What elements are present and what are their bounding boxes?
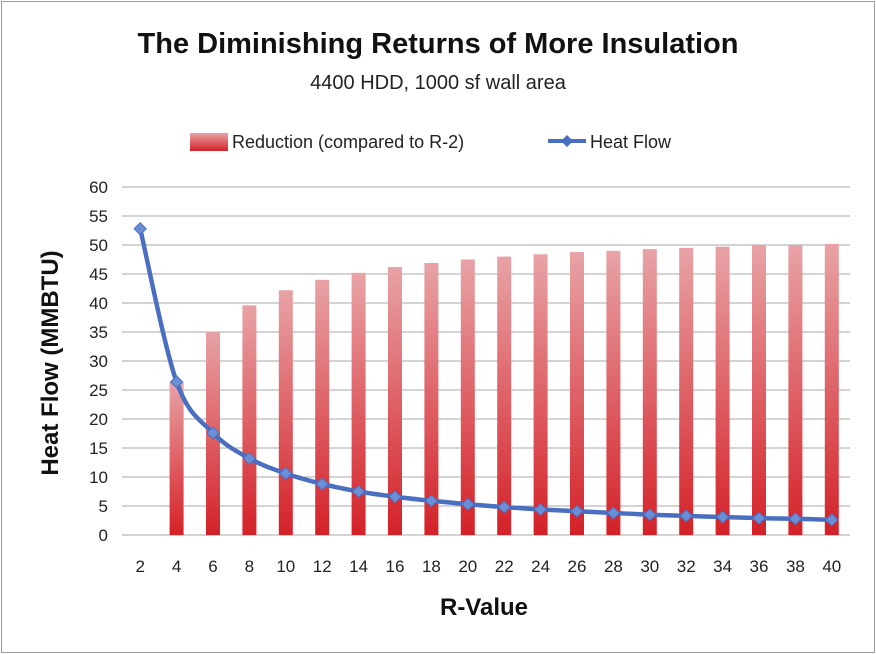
y-tick-label: 40	[89, 294, 108, 313]
bar-reduction	[169, 381, 184, 535]
bar-reduction	[315, 279, 330, 535]
heat-flow-point	[533, 502, 548, 517]
chart-title: The Diminishing Returns of More Insulati…	[137, 28, 739, 60]
heat-flow-point	[169, 375, 184, 389]
x-tick-label: 38	[786, 557, 805, 576]
heat-flow-point	[388, 490, 402, 504]
bar-reduction	[679, 247, 694, 535]
x-tick-label: 10	[276, 557, 295, 576]
y-tick-label: 15	[89, 439, 108, 458]
bar-reduction	[715, 246, 730, 536]
heat-flow-point	[351, 484, 366, 499]
heat-flow-point	[315, 477, 329, 491]
y-tick-label: 25	[89, 381, 108, 400]
heat-flow-point	[279, 466, 293, 481]
x-tick-label: 22	[495, 557, 514, 576]
x-axis-title: R-Value	[440, 594, 528, 621]
x-tick-label: 26	[568, 557, 587, 576]
heat-flow-point	[206, 426, 220, 440]
y-tick-label: 55	[89, 207, 108, 226]
x-tick-label: 30	[640, 557, 659, 576]
heat-flow-point	[461, 497, 475, 511]
bar-reduction	[824, 243, 839, 535]
bar-reduction	[351, 272, 366, 535]
x-tick-label: 28	[604, 557, 623, 576]
bar-reduction	[788, 245, 803, 535]
y-tick-label: 5	[99, 497, 108, 516]
x-tick-label: 34	[713, 557, 732, 576]
bar-reduction	[642, 249, 657, 535]
legend-label-reduction: Reduction (compared to R-2)	[232, 132, 464, 152]
heat-flow-point	[570, 504, 584, 518]
x-tick-label: 20	[458, 557, 477, 576]
y-tick-label: 45	[89, 265, 108, 284]
heat-flow-point	[715, 510, 730, 524]
y-tick-label: 10	[89, 468, 108, 487]
bar-reduction	[570, 251, 584, 535]
legend-label-heat-flow: Heat Flow	[590, 132, 672, 152]
x-tick-label: 6	[208, 557, 217, 576]
x-tick-label: 40	[822, 557, 841, 576]
x-tick-label: 24	[531, 557, 550, 576]
x-tick-label: 2	[135, 557, 144, 576]
y-tick-label: 60	[89, 178, 108, 197]
x-tick-label: 32	[677, 557, 696, 576]
bar-reduction	[533, 254, 548, 535]
heat-flow-point	[606, 506, 621, 520]
legend-diamond-marker	[561, 135, 573, 147]
heat-flow-point	[825, 513, 839, 527]
heat-flow-point	[424, 494, 439, 508]
x-tick-label: 18	[422, 557, 441, 576]
bar-reduction	[752, 245, 766, 535]
x-tick-label: 16	[386, 557, 405, 576]
x-tick-label: 14	[349, 557, 368, 576]
bar-reduction	[497, 256, 512, 535]
y-axis-title: Heat Flow (MMBTU)	[37, 250, 64, 475]
heat-flow-point	[788, 512, 803, 526]
bar-reduction	[278, 290, 293, 535]
bar-reduction	[460, 259, 475, 535]
heat-flow-point	[242, 451, 257, 466]
x-tick-label: 8	[245, 557, 254, 576]
y-tick-label: 20	[89, 410, 108, 429]
heat-flow-point	[679, 509, 693, 523]
y-tick-label: 0	[99, 526, 108, 545]
heat-flow-point	[497, 500, 511, 514]
y-tick-label: 30	[89, 352, 108, 371]
x-tick-label: 4	[172, 557, 181, 576]
bar-reduction	[242, 305, 257, 535]
legend-bar-swatch	[190, 133, 228, 151]
bar-reduction	[388, 267, 402, 535]
heat-flow-point	[133, 222, 147, 236]
heat-flow-point	[752, 511, 766, 525]
y-tick-label: 35	[89, 323, 108, 342]
legend: Reduction (compared to R-2) Heat Flow	[190, 132, 672, 152]
bar-reduction	[424, 262, 439, 535]
x-tick-label: 36	[750, 557, 769, 576]
heat-flow-point	[643, 507, 657, 522]
chart-subtitle: 4400 HDD, 1000 sf wall area	[310, 72, 566, 94]
x-tick-label: 12	[313, 557, 332, 576]
bar-reduction	[606, 250, 621, 536]
y-tick-label: 50	[89, 236, 108, 255]
